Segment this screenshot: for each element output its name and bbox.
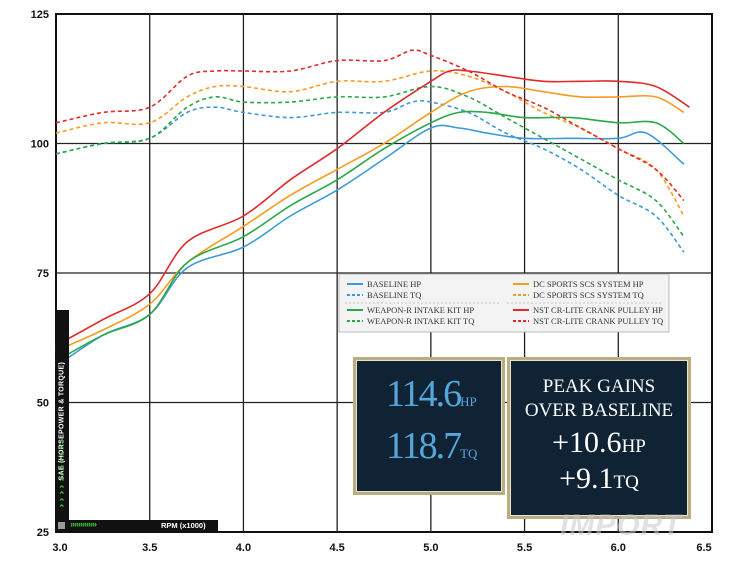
x-tick-label: 4.5 (329, 542, 344, 554)
series-layer (55, 49, 690, 367)
gain-tq: +9.1TQ (510, 462, 688, 496)
y-axis-bar (56, 310, 69, 532)
legend-label-weapon-r-intake-kit-tq: WEAPON-R INTAKE KIT TQ (367, 316, 474, 326)
legend-label-baseline-hp: BASELINE HP (367, 279, 421, 289)
x-tick-label: 6.0 (611, 542, 626, 554)
peak-hp-unit: HP (460, 394, 477, 409)
watermark-logo: IMPORT (560, 509, 683, 542)
series-line-nst-cr-lite-crank-pulley-tq (55, 49, 685, 202)
gain-tq-unit: TQ (613, 472, 639, 493)
x-tick-label: 3.5 (142, 542, 157, 554)
x-axis-title: RPM (x1000) (161, 521, 206, 530)
y-tick-label: 100 (31, 139, 49, 151)
series-line-dc-sports-scs-system-hp (55, 85, 685, 352)
gain-hp-value: +10.6 (552, 426, 622, 459)
series-line-dc-sports-scs-system-tq (55, 70, 685, 217)
series-line-weapon-r-intake-kit-tq (55, 85, 685, 238)
peak-tq: 118.7TQ (386, 424, 477, 468)
x-tick-label: 4.0 (236, 542, 251, 554)
peak-gains-line2: OVER BASELINE (524, 400, 674, 421)
gain-hp-unit: HP (621, 436, 646, 457)
axis-corner-square (58, 522, 65, 529)
y-chevrons-decoration: ⌃ ⌃ ⌃ ⌃ ⌃ ⌃ ⌃ ⌃ ⌃ ⌃ ⌃ (58, 438, 66, 513)
peak-tq-value: 118.7 (386, 425, 462, 467)
y-tick-label: 125 (31, 9, 49, 21)
legend-label-weapon-r-intake-kit-hp: WEAPON-R INTAKE KIT HP (367, 305, 474, 315)
peak-values-box: 114.6HP 118.7TQ (353, 357, 505, 495)
legend-label-nst-cr-lite-crank-pulley-tq: NST CR-LITE CRANK PULLEY TQ (533, 316, 663, 326)
series-line-weapon-r-intake-kit-hp (55, 110, 685, 362)
peak-gains-line1: PEAK GAINS (542, 376, 656, 397)
x-axis-bar (56, 520, 218, 532)
x-tick-label: 5.5 (517, 542, 532, 554)
legend-label-dc-sports-scs-system-tq: DC SPORTS SCS SYSTEM TQ (533, 290, 644, 300)
peak-gains-box: PEAK GAINS OVER BASELINE +10.6HP +9.1TQ (507, 357, 691, 519)
gain-tq-value: +9.1 (559, 462, 614, 495)
x-tick-label: 3.0 (52, 542, 67, 554)
peak-hp: 114.6HP (386, 372, 477, 416)
y-tick-label: 50 (37, 398, 49, 410)
legend-label-dc-sports-scs-system-hp: DC SPORTS SCS SYSTEM HP (533, 279, 644, 289)
x-tick-label: 6.5 (696, 542, 711, 554)
y-tick-label: 25 (37, 527, 49, 539)
x-tick-label: 5.0 (423, 542, 438, 554)
tick-labels: 3.0 3.5 4.0 4.5 5.0 5.5 6.0 6.5 125 100 75 50 25 (31, 9, 712, 554)
series-line-baseline-hp (55, 124, 685, 367)
series-line-nst-cr-lite-crank-pulley-hp (55, 69, 690, 347)
legend-label-nst-cr-lite-crank-pulley-hp: NST CR-LITE CRANK PULLEY HP (533, 305, 663, 315)
y-tick-label: 75 (37, 268, 49, 280)
peak-tq-unit: TQ (460, 446, 478, 461)
peak-hp-value: 114.6 (386, 373, 462, 415)
gain-hp: +10.6HP (510, 426, 688, 460)
x-chevrons-decoration: ››››››››››››› (70, 519, 97, 529)
legend-label-baseline-tq: BASELINE TQ (367, 290, 421, 300)
